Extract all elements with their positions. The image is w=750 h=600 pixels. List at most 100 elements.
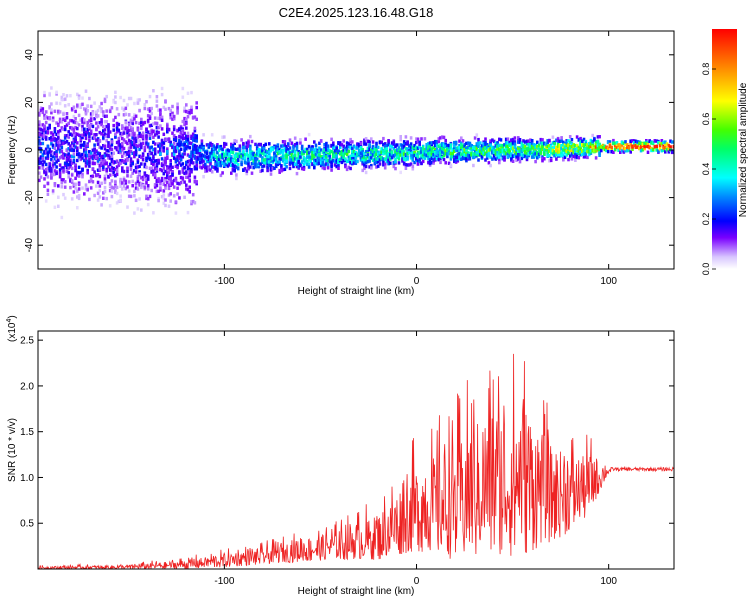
- spectrogram-cell: [169, 140, 172, 145]
- spectrogram-cell: [418, 157, 421, 162]
- spectrogram-cell: [612, 138, 615, 143]
- spectrogram-cell: [463, 148, 466, 152]
- spectrogram-cell: [103, 128, 107, 132]
- spectrogram-cell: [233, 156, 236, 160]
- spectrogram-cell: [172, 141, 176, 145]
- spectrogram-cell: [399, 170, 402, 175]
- spectrogram-cell: [157, 125, 160, 130]
- spectrogram-cell: [562, 153, 565, 157]
- spectrogram-cell: [582, 148, 586, 153]
- spectrogram-cell: [503, 153, 506, 157]
- spectrogram-cell: [603, 147, 607, 152]
- spectrogram-cell: [117, 150, 121, 154]
- spectrogram-cell: [100, 132, 103, 136]
- spectrogram-cell: [159, 108, 162, 112]
- spectrogram-cell: [129, 167, 133, 171]
- spectrogram-cell: [261, 151, 264, 155]
- spectrogram-cell: [439, 152, 442, 156]
- spectrogram-cell: [178, 161, 181, 165]
- colorbar: 0.00.20.40.60.8 Normalized spectral ampl…: [701, 29, 749, 275]
- spectrogram-cell: [601, 146, 605, 150]
- spectrogram-cell: [127, 96, 131, 101]
- spectrogram-cell: [107, 131, 110, 135]
- spectrogram-cell: [268, 154, 271, 159]
- spectrogram-cell: [626, 143, 629, 147]
- spectrogram-cell: [95, 156, 98, 160]
- spectrogram-cell: [598, 151, 601, 155]
- spectrogram-cell: [62, 127, 65, 131]
- spectrogram-cell: [145, 134, 148, 138]
- spectrogram-cell: [517, 136, 520, 140]
- spectrogram-cell: [292, 156, 295, 161]
- spectrogram-cell: [81, 117, 84, 121]
- spectrogram-cell: [191, 115, 195, 119]
- spectrogram-cell: [146, 130, 150, 134]
- spectrogram-cell: [617, 143, 620, 147]
- spectrogram-cell: [451, 147, 454, 152]
- spectrogram-cell: [496, 144, 499, 149]
- spectrogram-cell: [108, 144, 112, 148]
- spectrogram-cell: [84, 109, 88, 113]
- spectrogram-cell: [485, 145, 489, 149]
- spectrogram-cell: [119, 131, 122, 136]
- spectrogram-cell: [202, 154, 205, 158]
- spectrogram-cell: [387, 143, 390, 147]
- spectrogram-cell: [494, 157, 498, 161]
- snr-series-line: [38, 353, 674, 569]
- spectrogram-cell: [178, 171, 181, 175]
- spectrogram-cell: [650, 148, 653, 153]
- spectrogram-cell: [121, 169, 124, 173]
- spectrogram-cell: [297, 161, 300, 165]
- spectrogram-cell: [498, 143, 501, 148]
- spectrogram-cell: [164, 162, 167, 167]
- spectrogram-cell: [434, 143, 437, 148]
- spectrogram-cell: [311, 147, 314, 151]
- spectrogram-cell: [418, 140, 421, 144]
- spectrogram-cell: [103, 159, 107, 163]
- spectrogram-cell: [134, 136, 138, 141]
- spectrogram-cell: [266, 154, 269, 159]
- spectrogram-cell: [76, 152, 79, 157]
- spectrogram-cell: [162, 105, 166, 110]
- spectrogram-cell: [58, 101, 62, 106]
- spectrogram-cell: [622, 141, 626, 145]
- spectrogram-cell: [167, 137, 171, 141]
- spectrogram-cell: [190, 141, 193, 146]
- spectrogram-cell: [568, 140, 572, 145]
- spectrogram-cell: [178, 143, 181, 147]
- spectrogram-cell: [261, 159, 264, 163]
- spectrogram-cell: [62, 141, 65, 145]
- spectrogram-cell: [651, 147, 655, 152]
- spectrogram-cell: [174, 176, 178, 181]
- spectrogram-cell: [513, 154, 517, 158]
- spectrogram-cell: [264, 151, 268, 155]
- spectrogram-cell: [50, 111, 53, 115]
- spectrogram-cell: [157, 189, 160, 193]
- spectrogram-cell: [660, 139, 664, 143]
- spectrogram-cell: [98, 184, 102, 188]
- spectrogram-cell: [38, 161, 41, 166]
- spectrogram-cell: [100, 203, 103, 207]
- spectrogram-cell: [498, 137, 501, 141]
- spectrogram-cell: [138, 172, 141, 176]
- spectrogram-cell: [667, 146, 671, 151]
- spectrogram-cell: [44, 137, 48, 141]
- spectrogram-cell: [318, 150, 321, 154]
- spectrogram-cell: [166, 130, 169, 134]
- spectrogram-cell: [140, 143, 143, 147]
- spectrogram-cell: [221, 160, 224, 165]
- spectrogram-cell: [102, 196, 105, 200]
- spectrogram-cell: [44, 199, 48, 203]
- spectrogram-cell: [172, 194, 176, 198]
- spectrogram-cell: [63, 185, 67, 189]
- spectrogram-cell: [560, 144, 563, 148]
- spectrogram-cell: [376, 150, 380, 154]
- spectrogram-cell: [216, 156, 219, 160]
- spectrogram-cell: [72, 158, 76, 162]
- spectrogram-cell: [631, 139, 634, 143]
- spectrogram-cell: [568, 146, 572, 150]
- spectrogram-cell: [202, 159, 205, 163]
- spectrogram-cell: [631, 147, 634, 151]
- spectrogram-cell: [133, 137, 136, 141]
- spectrogram-cell: [140, 185, 143, 190]
